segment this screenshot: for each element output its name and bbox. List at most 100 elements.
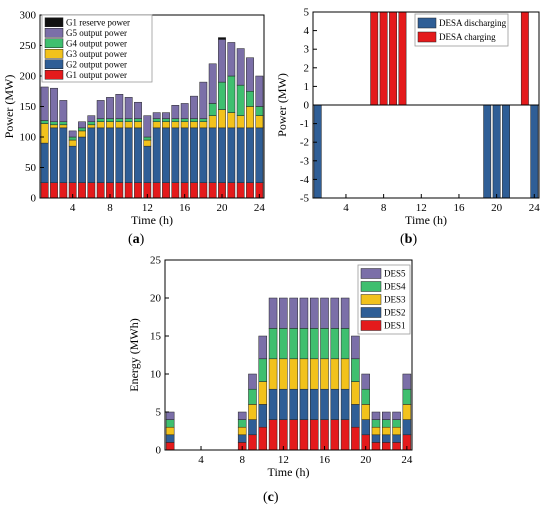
bar-c-des1-16 xyxy=(320,419,329,451)
bar-c-des4-16 xyxy=(320,328,329,360)
bar-a-g2-output-power-2 xyxy=(50,127,58,183)
bar-a-g1-output-power-15 xyxy=(171,182,180,199)
bar-a-g2-output-power-18 xyxy=(199,127,208,183)
legend-label-c-3: DES2 xyxy=(384,308,406,318)
bar-a-g2-output-power-4 xyxy=(68,145,77,183)
x-tick-label-b-12: 12 xyxy=(416,202,427,214)
legend-swatch-a-5 xyxy=(44,70,64,80)
bar-c-des5-24 xyxy=(402,373,412,390)
bar-a-g4-output-power-13 xyxy=(152,118,161,122)
legend-swatch-b-1 xyxy=(417,31,437,43)
bar-a-g5-output-power-15 xyxy=(171,105,180,119)
bar-a-g5-output-power-19 xyxy=(208,63,217,104)
bar-c-des2-22 xyxy=(382,434,391,443)
bar-c-des3-22 xyxy=(382,426,391,436)
legend-swatch-c-3 xyxy=(360,307,382,318)
bar-c-des3-19 xyxy=(351,381,360,405)
bar-a-g4-output-power-23 xyxy=(246,91,254,107)
bar-a-g1-output-power-6 xyxy=(87,182,96,199)
x-tick-label-c-4: 4 xyxy=(198,454,204,466)
bar-a-g3-output-power-24 xyxy=(255,115,264,129)
bar-c-des5-21 xyxy=(371,411,381,420)
bar-c-des2-11 xyxy=(268,388,278,420)
bar-c-des2-13 xyxy=(289,388,298,420)
bar-a-g2-output-power-15 xyxy=(171,127,180,183)
bar-a-g3-output-power-14 xyxy=(162,121,170,129)
y-tick-label-b-3: 3 xyxy=(304,44,310,56)
y-tick-label-b--1: -1 xyxy=(300,118,309,130)
bar-c-des4-14 xyxy=(299,328,309,360)
y-tick-label-a-150: 150 xyxy=(20,101,37,113)
y-tick-label-c-20: 20 xyxy=(150,293,162,305)
bar-c-des5-13 xyxy=(289,297,298,329)
bar-c-des3-20 xyxy=(361,404,370,420)
bar-a-g2-output-power-11 xyxy=(134,127,142,183)
bar-a-g1-output-power-18 xyxy=(199,182,208,199)
bar-a-g5-output-power-23 xyxy=(246,57,254,92)
bar-a-g3-output-power-2 xyxy=(50,124,58,129)
bar-a-g4-output-power-10 xyxy=(124,118,133,122)
y-axis-label-c: Energy (MWh) xyxy=(127,318,141,391)
x-axis-label-a: Time (h) xyxy=(131,213,173,227)
bar-a-g1-output-power-9 xyxy=(115,182,124,199)
bar-a-g5-output-power-5 xyxy=(78,121,86,129)
legend-swatch-a-2 xyxy=(44,38,64,48)
bar-a-g5-output-power-6 xyxy=(87,115,96,123)
bar-a-g2-output-power-20 xyxy=(218,127,226,183)
bar-a-g1-output-power-2 xyxy=(50,182,58,199)
bar-a-g1-output-power-1 xyxy=(40,182,49,199)
bar-a-g3-output-power-20 xyxy=(218,109,226,129)
bar-a-g2-output-power-5 xyxy=(78,136,86,183)
bar-a-g3-output-power-19 xyxy=(208,115,217,129)
bar-a-g4-output-power-20 xyxy=(218,81,226,110)
bar-a-g4-output-power-3 xyxy=(59,121,68,126)
bar-c-des3-9 xyxy=(248,404,257,420)
legend-label-a-0: G1 reserve power xyxy=(66,17,130,27)
x-tick-label-c-24: 24 xyxy=(401,454,413,466)
bar-a-g2-output-power-10 xyxy=(124,127,133,183)
bar-a-g2-output-power-23 xyxy=(246,127,254,183)
x-tick-label-c-12: 12 xyxy=(278,454,289,466)
bar-a-g4-output-power-14 xyxy=(162,118,170,122)
bar-a-g5-output-power-10 xyxy=(124,97,133,119)
bar-a-g1-output-power-19 xyxy=(208,182,217,199)
legend-label-c-1: DES4 xyxy=(384,282,406,292)
bar-a-g2-output-power-24 xyxy=(255,127,264,183)
bar-c-des4-24 xyxy=(402,388,412,405)
bar-c-des4-23 xyxy=(392,419,401,428)
y-tick-label-a-100: 100 xyxy=(20,132,37,144)
bar-a-g3-output-power-8 xyxy=(106,121,114,129)
bar-c-des5-9 xyxy=(248,373,257,390)
bar-c-des1-21 xyxy=(371,442,381,451)
bar-c-des4-19 xyxy=(351,358,360,382)
bar-a-g4-output-power-8 xyxy=(106,118,114,122)
bar-c-des5-23 xyxy=(392,411,401,420)
bar-c-des3-10 xyxy=(258,381,268,405)
bar-c-des1-23 xyxy=(392,442,401,451)
bar-a-g1-output-power-10 xyxy=(124,182,133,199)
bar-c-des3-1 xyxy=(165,426,175,436)
bar-a-g4-output-power-1 xyxy=(40,120,49,124)
y-tick-label-a-200: 200 xyxy=(20,71,37,83)
panel-label-b: (b) xyxy=(400,232,418,247)
chart-a: 0 50 100 150 200 250 300 4 8 12 16 20 24 Time (h) Powe… xyxy=(2,10,265,228)
legend-label-a-4: G2 output power xyxy=(66,59,127,69)
bar-a-g3-output-power-4 xyxy=(68,139,77,147)
bar-c-des1-19 xyxy=(351,426,360,451)
bar-a-g4-output-power-7 xyxy=(96,118,105,122)
bar-a-g4-output-power-9 xyxy=(115,118,124,122)
bar-b-desa-discharging-1 xyxy=(313,104,322,199)
bar-c-des3-24 xyxy=(402,404,412,420)
y-axis-label-a: Power (MW) xyxy=(2,75,16,139)
bar-a-g5-output-power-13 xyxy=(152,112,161,119)
bar-c-des2-8 xyxy=(237,434,247,443)
bar-a-g5-output-power-17 xyxy=(190,95,198,119)
bar-c-des1-1 xyxy=(165,442,175,451)
y-tick-label-b-4: 4 xyxy=(304,25,310,37)
bar-a-g2-output-power-12 xyxy=(143,145,152,183)
bar-a-g3-output-power-22 xyxy=(236,115,245,129)
bar-c-des1-14 xyxy=(299,419,309,451)
bar-a-g5-output-power-9 xyxy=(115,94,124,119)
